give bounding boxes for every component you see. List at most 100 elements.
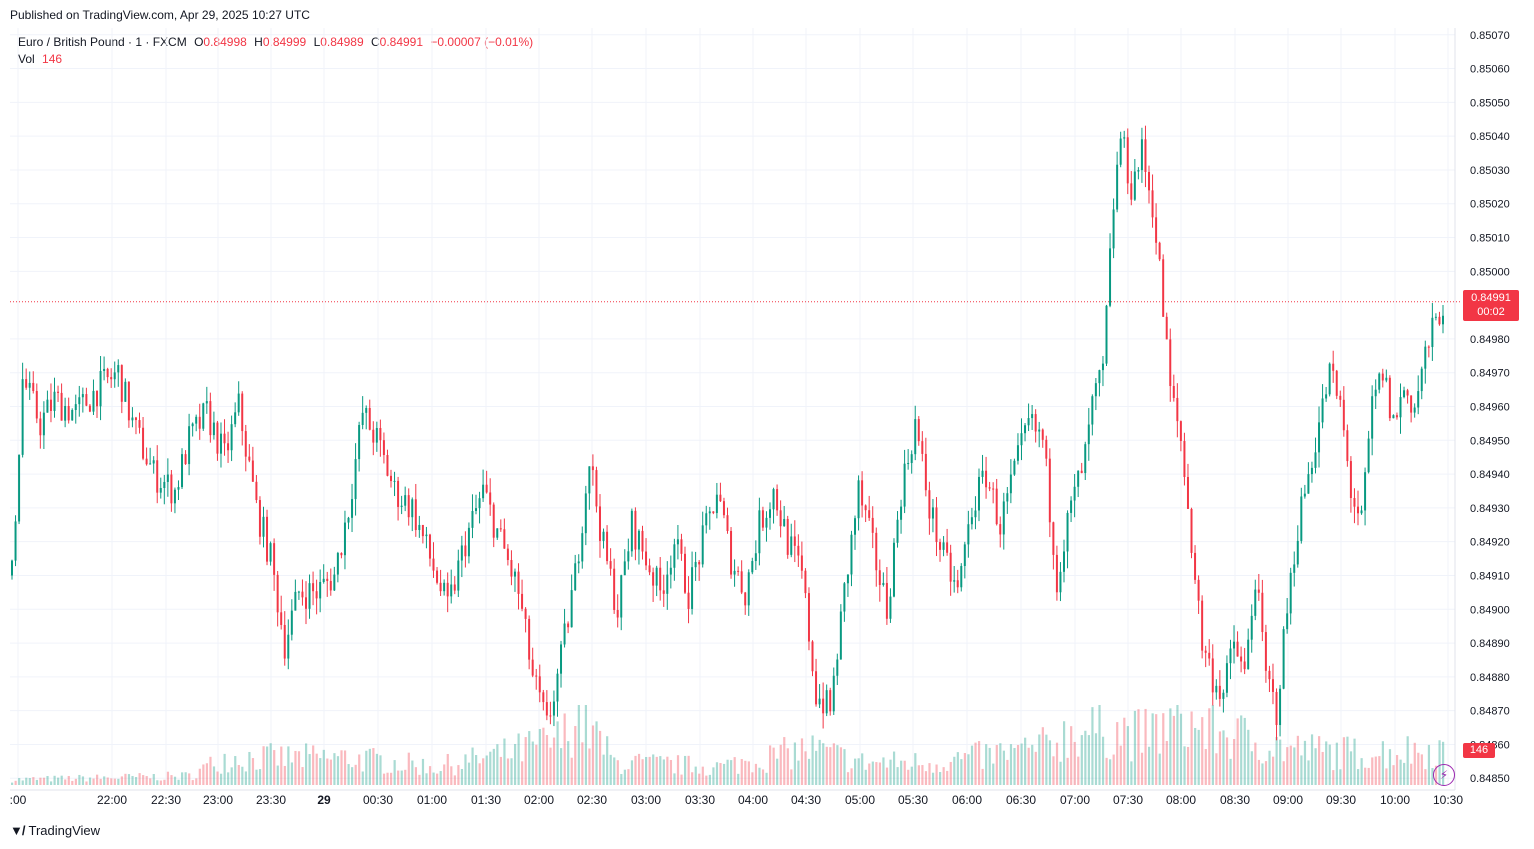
volume-badge: 146 (1463, 743, 1495, 758)
y-tick-label: 0.85000 (1470, 266, 1510, 278)
volume-bar (453, 775, 456, 785)
candle-body (708, 511, 711, 514)
volume-bar (1066, 757, 1069, 785)
volume-bar (609, 754, 612, 785)
y-tick-label: 0.84850 (1470, 773, 1510, 785)
y-tick-label: 0.84870 (1470, 706, 1510, 718)
candle-body (134, 417, 137, 421)
candle-body (694, 561, 697, 568)
volume-bar (963, 753, 967, 785)
volume-bar (1215, 753, 1218, 785)
volume-bar (620, 774, 623, 785)
candle-body (1257, 589, 1260, 593)
y-tick-label: 0.85050 (1470, 97, 1510, 109)
volume-bar (751, 772, 754, 785)
volume-bar (719, 762, 722, 785)
candle-body (1360, 510, 1363, 514)
volume-bar (659, 756, 662, 785)
volume-bar (563, 713, 566, 785)
volume-bar (988, 747, 991, 785)
candle-body (170, 474, 173, 504)
open-label: O (194, 35, 204, 49)
candle-body (78, 397, 81, 405)
candle-body (1140, 139, 1143, 171)
volume-bar (1378, 756, 1381, 785)
volume-label: Vol (18, 52, 35, 66)
flash-icon[interactable]: ⚡ (1433, 764, 1455, 786)
volume-bar (124, 773, 127, 785)
volume-bar (368, 748, 371, 785)
volume-bar (574, 726, 577, 785)
candle-body (513, 571, 516, 577)
volume-bar (871, 761, 874, 785)
candle-body (538, 676, 541, 693)
candle-body (591, 466, 594, 471)
candle-body (1328, 363, 1331, 395)
volume-bar (1243, 717, 1246, 785)
volume-bar (822, 743, 825, 785)
candle-body (181, 454, 184, 488)
candle-body (1123, 137, 1126, 139)
candle-body (195, 416, 198, 424)
candle-body (545, 702, 548, 716)
footer-brand[interactable]: ▼/ TradingView (10, 823, 100, 838)
x-tick-label: 01:00 (417, 793, 447, 807)
candle-body (1077, 470, 1080, 487)
volume-bar (992, 763, 995, 785)
volume-bar (570, 757, 573, 785)
volume-bar (1268, 750, 1271, 785)
candle-body (1016, 445, 1019, 461)
candle-body (120, 365, 123, 402)
volume-bar (223, 753, 226, 785)
candle-body (343, 522, 346, 556)
candle-body (953, 580, 956, 582)
x-tick-label: 06:30 (1006, 793, 1036, 807)
candle-body (1169, 339, 1172, 387)
candle-body (319, 581, 322, 599)
candle-body (418, 524, 421, 531)
candle-body (322, 578, 325, 582)
volume-bar (662, 759, 665, 785)
candle-body (297, 591, 300, 593)
volume-bar (1098, 705, 1101, 785)
candle-body (1254, 589, 1257, 616)
x-tick-label: 03:00 (631, 793, 661, 807)
candle-body (683, 553, 686, 593)
volume-bar (705, 775, 708, 785)
candle-body (815, 671, 818, 705)
candle-body (783, 518, 786, 527)
candle-body (609, 561, 612, 569)
candle-body (1250, 615, 1253, 640)
candle-body (149, 463, 152, 465)
volume-bar (935, 764, 938, 785)
candle-body (446, 582, 449, 597)
volume-bar (588, 748, 591, 785)
high-label: H (254, 35, 263, 49)
candle-body (290, 610, 293, 635)
volume-bar (361, 771, 364, 785)
change-value: −0.00007 (−0.01%) (430, 35, 534, 49)
candle-body (1211, 658, 1214, 693)
volume-bar (1112, 754, 1115, 785)
volume-bar (1179, 713, 1183, 785)
volume-bar (436, 773, 439, 785)
candle-body (666, 574, 669, 594)
volume-bar (489, 751, 492, 785)
candle-body (1052, 522, 1055, 555)
candle-body (1002, 501, 1005, 535)
candle-body (889, 596, 892, 619)
published-caption: Published on TradingView.com, Apr 29, 20… (10, 8, 310, 22)
candle-body (1371, 396, 1374, 439)
volume-bar (946, 770, 949, 785)
volume-bar (138, 773, 141, 785)
volume-bar (931, 772, 935, 785)
volume-bar (1282, 761, 1285, 785)
volume-bar (283, 765, 286, 785)
volume-bar (1300, 755, 1303, 785)
candle-body (457, 560, 460, 591)
volume-bar (708, 774, 711, 785)
y-tick-label: 0.84900 (1470, 604, 1510, 616)
volume-bar (1293, 747, 1296, 785)
y-tick-label: 0.84950 (1470, 435, 1510, 447)
